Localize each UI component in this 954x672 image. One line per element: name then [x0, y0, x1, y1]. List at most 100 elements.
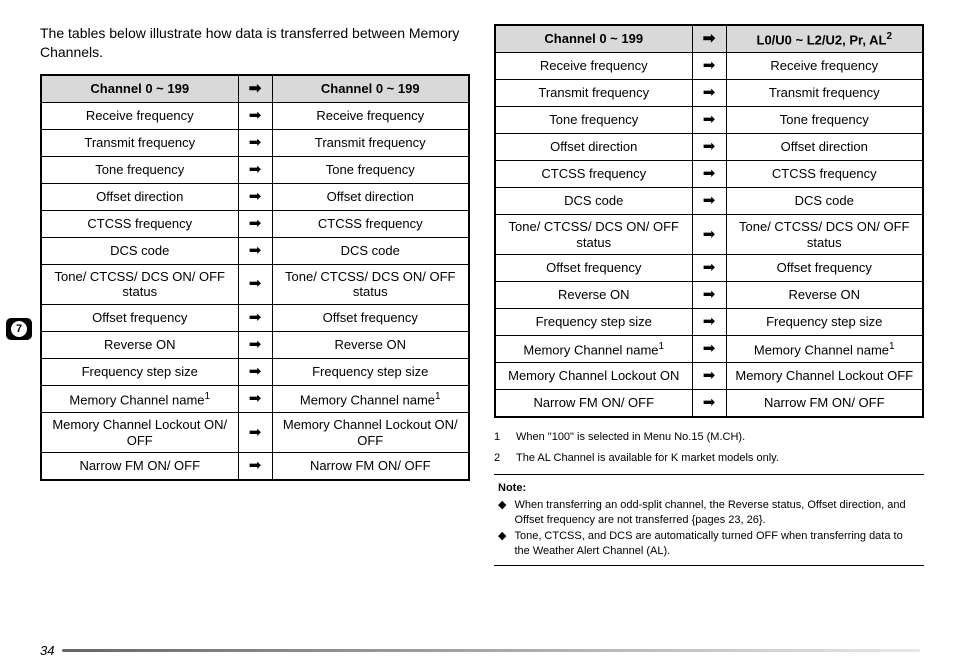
cell-source: Transmit frequency: [41, 129, 238, 156]
cell-source: Receive frequency: [495, 53, 692, 80]
table-row: Offset frequency➡Offset frequency: [495, 255, 923, 282]
cell-source: Narrow FM ON/ OFF: [41, 453, 238, 481]
table-row: Offset direction➡Offset direction: [41, 183, 469, 210]
note-item-text: When transferring an odd-split channel, …: [514, 498, 920, 528]
table-row: Receive frequency➡Receive frequency: [41, 102, 469, 129]
note-item: ◆ When transferring an odd-split channel,…: [498, 498, 920, 528]
cell-source: Offset frequency: [41, 304, 238, 331]
table-row: CTCSS frequency➡CTCSS frequency: [41, 210, 469, 237]
cell-dest: Memory Channel name1: [726, 336, 923, 363]
note-item-text: Tone, CTCSS, and DCS are automatically t…: [514, 529, 920, 559]
cell-dest: Reverse ON: [272, 331, 469, 358]
note-title: Note:: [498, 481, 920, 496]
cell-sup: 1: [205, 391, 211, 402]
cell-dest: Receive frequency: [272, 102, 469, 129]
th-arrow: ➡: [238, 75, 272, 103]
arrow-icon: ➡: [692, 215, 726, 255]
cell-dest: Offset frequency: [726, 255, 923, 282]
table-row: Memory Channel name1➡Memory Channel name…: [41, 385, 469, 412]
th-arrow: ➡: [692, 25, 726, 53]
cell-source: CTCSS frequency: [41, 210, 238, 237]
diamond-bullet-icon: ◆: [498, 498, 506, 528]
cell-dest: Offset direction: [726, 134, 923, 161]
cell-sup: 1: [889, 341, 895, 352]
cell-source: Offset direction: [41, 183, 238, 210]
cell-source: Memory Channel Lockout ON: [495, 363, 692, 390]
cell-dest: Transmit frequency: [272, 129, 469, 156]
page-number: 34: [40, 643, 54, 658]
cell-source: Tone frequency: [41, 156, 238, 183]
th-dest-text: L0/U0 ~ L2/U2, Pr, AL: [757, 32, 887, 47]
cell-dest: Receive frequency: [726, 53, 923, 80]
arrow-icon: ➡: [692, 363, 726, 390]
cell-dest: Tone/ CTCSS/ DCS ON/ OFF status: [726, 215, 923, 255]
arrow-icon: ➡: [692, 255, 726, 282]
table-row: Memory Channel Lockout ON➡Memory Channel…: [495, 363, 923, 390]
cell-source: Frequency step size: [41, 358, 238, 385]
table-row: DCS code➡DCS code: [41, 237, 469, 264]
footnote: 1When "100" is selected in Menu No.15 (M…: [494, 430, 924, 445]
footnote-text: The AL Channel is available for K market…: [516, 451, 779, 466]
cell-source: Offset direction: [495, 134, 692, 161]
table-row: Narrow FM ON/ OFF➡Narrow FM ON/ OFF: [41, 453, 469, 481]
arrow-icon: ➡: [692, 107, 726, 134]
cell-source: Frequency step size: [495, 309, 692, 336]
table-row: Transmit frequency➡Transmit frequency: [495, 80, 923, 107]
table-row: DCS code➡DCS code: [495, 188, 923, 215]
cell-source: Tone/ CTCSS/ DCS ON/ OFF status: [495, 215, 692, 255]
table-row: Tone frequency➡Tone frequency: [41, 156, 469, 183]
diamond-bullet-icon: ◆: [498, 529, 506, 559]
cell-dest: Offset frequency: [272, 304, 469, 331]
cell-source: DCS code: [495, 188, 692, 215]
cell-source: Receive frequency: [41, 102, 238, 129]
left-column: The tables below illustrate how data is …: [40, 24, 470, 566]
cell-source: Memory Channel name1: [495, 336, 692, 363]
table-row: Reverse ON➡Reverse ON: [41, 331, 469, 358]
footnote: 2The AL Channel is available for K marke…: [494, 451, 924, 466]
footer-rule: [62, 649, 920, 652]
section-badge-number: 7: [11, 321, 27, 337]
cell-dest: Transmit frequency: [726, 80, 923, 107]
cell-source: Memory Channel Lockout ON/ OFF: [41, 412, 238, 452]
cell-dest: Frequency step size: [726, 309, 923, 336]
arrow-icon: ➡: [238, 129, 272, 156]
page-footer: 34: [40, 643, 920, 658]
cell-dest: Narrow FM ON/ OFF: [272, 453, 469, 481]
arrow-icon: ➡: [238, 385, 272, 412]
cell-sup: 1: [435, 391, 441, 402]
transfer-table-ch-to-ch: Channel 0 ~ 199 ➡ Channel 0 ~ 199 Receiv…: [40, 74, 470, 481]
arrow-icon: ➡: [238, 331, 272, 358]
cell-dest: DCS code: [272, 237, 469, 264]
arrow-icon: ➡: [238, 156, 272, 183]
arrow-icon: ➡: [692, 53, 726, 80]
cell-source: Transmit frequency: [495, 80, 692, 107]
arrow-icon: ➡: [238, 237, 272, 264]
arrow-icon: ➡: [692, 161, 726, 188]
th-dest: Channel 0 ~ 199: [272, 75, 469, 103]
arrow-icon: ➡: [692, 80, 726, 107]
table-row: Narrow FM ON/ OFF➡Narrow FM ON/ OFF: [495, 390, 923, 418]
cell-dest: DCS code: [726, 188, 923, 215]
footnotes: 1When "100" is selected in Menu No.15 (M…: [494, 430, 924, 466]
arrow-icon: ➡: [692, 309, 726, 336]
section-badge: 7: [6, 318, 32, 340]
arrow-icon: ➡: [238, 358, 272, 385]
cell-dest: Reverse ON: [726, 282, 923, 309]
arrow-icon: ➡: [692, 134, 726, 161]
cell-source: Reverse ON: [495, 282, 692, 309]
cell-source: Offset frequency: [495, 255, 692, 282]
table-row: Tone/ CTCSS/ DCS ON/ OFF status➡Tone/ CT…: [495, 215, 923, 255]
cell-sup: 1: [659, 341, 665, 352]
table-row: Offset direction➡Offset direction: [495, 134, 923, 161]
table-row: Transmit frequency➡Transmit frequency: [41, 129, 469, 156]
arrow-icon: ➡: [238, 453, 272, 481]
cell-dest: CTCSS frequency: [272, 210, 469, 237]
table-row: Frequency step size➡Frequency step size: [495, 309, 923, 336]
page-content: The tables below illustrate how data is …: [0, 0, 954, 566]
arrow-icon: ➡: [692, 282, 726, 309]
th-dest-sup: 2: [886, 31, 892, 42]
note-box: Note: ◆ When transferring an odd-split ch…: [494, 474, 924, 566]
arrow-icon: ➡: [238, 210, 272, 237]
table-row: Offset frequency➡Offset frequency: [41, 304, 469, 331]
cell-dest: Memory Channel Lockout ON/ OFF: [272, 412, 469, 452]
